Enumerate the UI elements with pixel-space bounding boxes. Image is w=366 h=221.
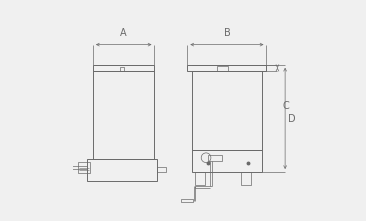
Bar bbox=[157, 167, 166, 171]
Bar bbox=[192, 71, 262, 150]
Bar bbox=[87, 159, 157, 181]
Bar bbox=[93, 71, 154, 159]
Bar bbox=[208, 155, 222, 161]
Bar bbox=[195, 172, 205, 185]
Bar bbox=[120, 67, 124, 71]
Bar bbox=[78, 162, 90, 173]
Bar bbox=[187, 65, 266, 71]
Bar bbox=[192, 150, 262, 172]
Text: C: C bbox=[283, 101, 290, 111]
Bar bbox=[241, 172, 251, 185]
Bar bbox=[93, 65, 154, 71]
Bar bbox=[217, 66, 228, 71]
Text: A: A bbox=[120, 28, 127, 38]
Text: B: B bbox=[224, 28, 230, 38]
Text: D: D bbox=[288, 114, 296, 124]
Bar bbox=[182, 198, 193, 202]
